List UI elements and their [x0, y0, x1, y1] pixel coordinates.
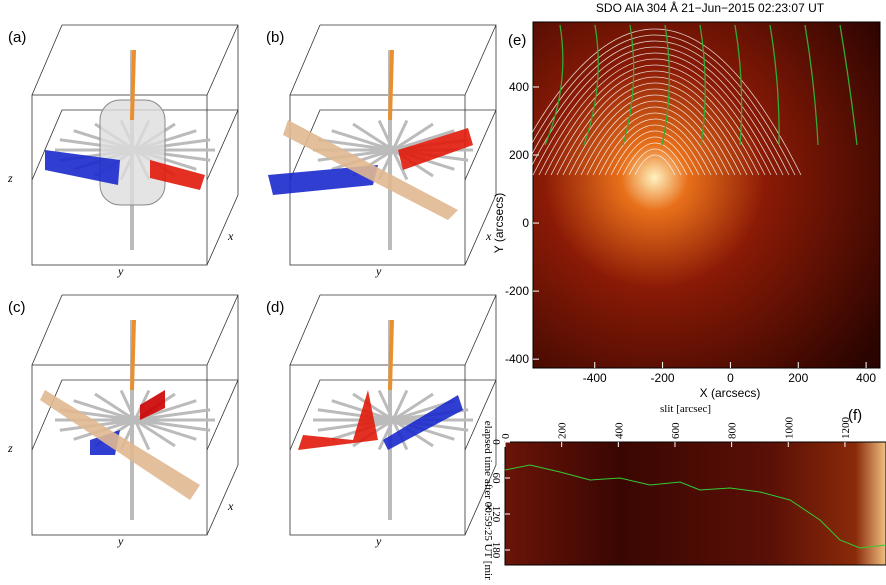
x-tick-label: 400: [856, 371, 876, 385]
x-tick-label: 600: [670, 422, 682, 439]
y-tick-label: -400: [505, 352, 529, 366]
cube-panel: (a) z x y: [7, 25, 238, 278]
e-title: SDO AIA 304 Å 21−Jun−2015 02:23:07 UT: [596, 0, 825, 15]
x-axis-label: x: [485, 229, 492, 243]
cube-panel: (c) z x y: [7, 295, 238, 548]
e-label: (e): [508, 32, 526, 49]
pole-orange: [132, 50, 134, 120]
z-axis-label: z: [7, 171, 13, 185]
y-tick-label: 0: [522, 216, 529, 230]
e-xlabel: X (arcsecs): [700, 386, 761, 400]
z-axis-label: z: [7, 441, 13, 455]
x-tick-label: 400: [613, 422, 625, 439]
time-slice-image: [505, 442, 886, 565]
x-tick-label: -400: [583, 371, 607, 385]
e-ylabel: Y (arcsecs): [492, 193, 506, 253]
y-tick-label: 60: [490, 473, 502, 485]
aia-image: [533, 22, 880, 368]
pole-orange: [390, 50, 392, 120]
f-xlabel: slit [arcsec]: [660, 403, 711, 415]
pole-orange: [132, 320, 134, 390]
y-tick-label: 180: [490, 542, 502, 559]
y-axis-label: y: [117, 264, 124, 278]
x-tick-label: 0: [500, 433, 512, 439]
cube-front: [290, 365, 465, 535]
cube-panel: (b) x y: [266, 25, 496, 278]
x-tick-label: 800: [727, 422, 739, 439]
x-axis-label: x: [227, 499, 234, 513]
x-tick-label: 200: [788, 371, 808, 385]
y-axis-label: y: [117, 534, 124, 548]
y-tick-label: 400: [509, 80, 529, 94]
x-tick-label: 200: [557, 422, 569, 439]
y-tick-label: -200: [505, 284, 529, 298]
panel-label: (d): [266, 299, 284, 316]
panel-label: (c): [8, 299, 26, 316]
x-tick-label: -200: [651, 371, 675, 385]
x-tick-label: 0: [727, 371, 734, 385]
y-tick-label: 200: [509, 148, 529, 162]
panel-label: (b): [266, 29, 284, 46]
pole-orange: [390, 320, 392, 390]
y-axis-label: y: [375, 534, 382, 548]
figure: (a)zxy(b)xy(c)zxy(d)xy SDO AIA 304 Å 21−…: [0, 0, 886, 580]
y-tick-label: 120: [490, 506, 502, 523]
cube-panel: (d)xy: [266, 295, 496, 548]
y-axis-label: y: [375, 264, 382, 278]
x-tick-label: 1000: [783, 417, 795, 440]
cube-panels: (a)zxy(b)xy(c)zxy(d)xy: [7, 25, 496, 548]
panel-label: (a): [8, 29, 26, 46]
x-axis-label: x: [227, 229, 234, 243]
y-tick-label: 0: [490, 439, 502, 445]
x-tick-label: 1200: [840, 417, 852, 440]
